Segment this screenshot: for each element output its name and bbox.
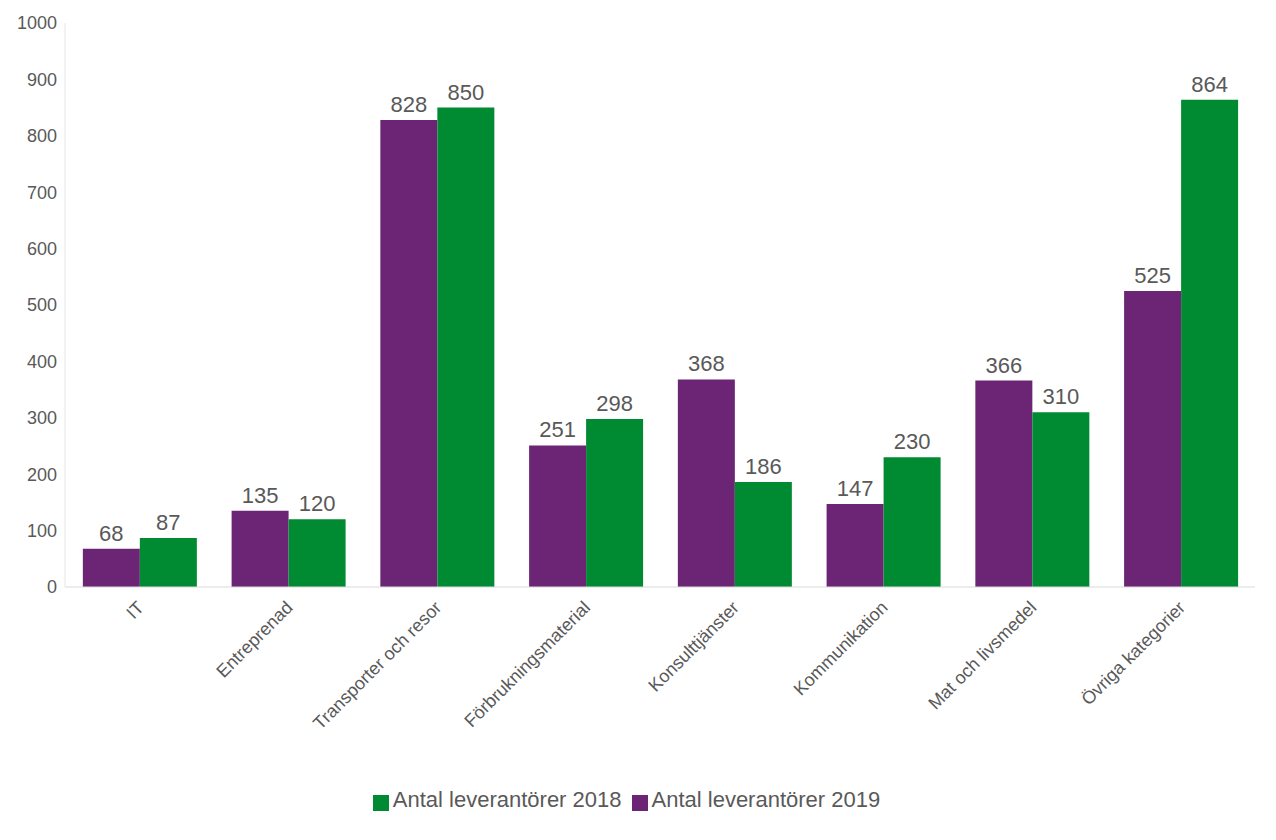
svg-text:366: 366 [985, 353, 1022, 378]
html-text:Antal leverantörer 2018: Antal leverantörer 2018 [392, 787, 622, 812]
svg-text:300: 300 [27, 408, 57, 428]
svg-text:800: 800 [27, 126, 57, 146]
svg-text:68: 68 [99, 521, 123, 546]
svg-text:500: 500 [27, 295, 57, 315]
svg-text:1000: 1000 [17, 13, 57, 33]
svg-text:Konsulttjänster: Konsulttjänster [645, 597, 743, 695]
svg-text:850: 850 [447, 80, 484, 105]
svg-text:120: 120 [299, 491, 336, 516]
svg-text:Entreprenad: Entreprenad [212, 597, 296, 681]
svg-text:100: 100 [27, 521, 57, 541]
svg-text:600: 600 [27, 239, 57, 259]
svg-text:Kommunikation: Kommunikation [790, 597, 892, 699]
svg-text:700: 700 [27, 183, 57, 203]
svg-text:368: 368 [688, 351, 725, 376]
svg-text:Övriga kategorier: Övriga kategorier [1077, 597, 1189, 709]
svg-text:230: 230 [894, 429, 931, 454]
svg-text:Förbrukningsmaterial: Förbrukningsmaterial [460, 597, 594, 731]
svg-text:200: 200 [27, 465, 57, 485]
svg-text:298: 298 [596, 391, 633, 416]
svg-text:310: 310 [1042, 384, 1079, 409]
svg-text:864: 864 [1191, 72, 1228, 97]
html-text:Antal leverantörer 2019: Antal leverantörer 2019 [651, 787, 881, 812]
svg-text:400: 400 [27, 352, 57, 372]
svg-text:Transporter och resor: Transporter och resor [309, 597, 445, 733]
svg-text:147: 147 [837, 476, 874, 501]
svg-text:186: 186 [745, 454, 782, 479]
svg-text:900: 900 [27, 70, 57, 90]
svg-text:828: 828 [390, 92, 427, 117]
svg-text:Mat och livsmedel: Mat och livsmedel [924, 597, 1040, 713]
svg-text:0: 0 [47, 577, 57, 597]
svg-text:135: 135 [242, 483, 279, 508]
svg-text:IT: IT [122, 597, 147, 622]
svg-text:251: 251 [539, 417, 576, 442]
svg-text:87: 87 [156, 510, 180, 535]
svg-text:525: 525 [1134, 263, 1171, 288]
